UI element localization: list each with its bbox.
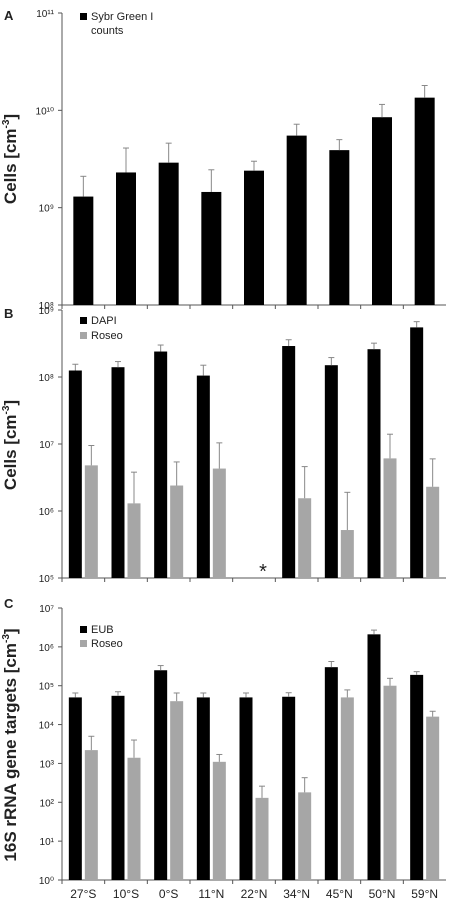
panel-b-bar-roseo-3 (212, 468, 226, 578)
panel-c-bar-roseo-2 (170, 701, 184, 880)
panel-c-y-tick-label: 10¹ (40, 837, 55, 848)
panel-c-bar-eub-0 (68, 697, 82, 880)
panel-c-bar-eub-5 (282, 696, 296, 880)
chart-marks: 10⁸10⁹10¹⁰10¹¹10⁵10⁶10⁷10⁸10⁹10⁰10¹10²10… (36, 9, 446, 901)
panel-c-y-tick-label: 10⁵ (39, 682, 54, 693)
panel-b-bar-dapi-0 (68, 370, 82, 578)
panel-a-bar-sybr-green-i-counts-2 (158, 162, 179, 305)
panel-b-bar-dapi-1 (111, 367, 125, 578)
panel-a-bar-sybr-green-i-counts-8 (414, 97, 435, 305)
panel-b-asterisk: * (259, 561, 267, 583)
panel-b-bar-dapi-2 (154, 351, 168, 578)
panel-b-bar-dapi-7 (367, 349, 381, 578)
panel-c-y-tick-label: 10⁶ (39, 643, 54, 654)
panel-b-y-tick-label: 10⁵ (39, 574, 54, 585)
panel-c-y-tick-label: 10⁷ (39, 604, 54, 615)
panel-c-y-tick-label: 10⁴ (39, 721, 54, 732)
panel-a-y-tick-label: 10¹¹ (36, 9, 54, 20)
panel-c-bar-eub-8 (410, 674, 424, 880)
panel-a-bar-sybr-green-i-counts-3 (201, 191, 222, 305)
panel-c-bar-eub-4 (239, 697, 253, 880)
panel-c-ylabel: 16S rRNA gene targets [cm-3] (1, 628, 20, 861)
x-tick-label-3: 11°N (198, 887, 224, 901)
panel-c-bar-eub-7 (367, 634, 381, 880)
panel-c-letter: C (4, 596, 14, 611)
panel-a-bar-sybr-green-i-counts-7 (372, 117, 392, 306)
panel-b-bar-roseo-6 (340, 530, 354, 578)
panel-c-bar-roseo-5 (298, 792, 312, 880)
x-tick-label-1: 10°S (113, 887, 139, 901)
panel-b-bar-roseo-1 (127, 503, 141, 578)
panel-b-bar-roseo-7 (383, 458, 397, 578)
panel-c-y-tick-label: 10² (40, 798, 55, 809)
panel-b-bar-roseo-0 (84, 465, 98, 578)
panel-c-bar-eub-1 (111, 695, 125, 880)
x-tick-label-5: 34°N (283, 887, 310, 901)
x-tick-label-6: 45°N (326, 887, 353, 901)
panel-c-y-tick-label: 10³ (40, 759, 55, 770)
panel-b-y-tick-label: 10⁶ (39, 507, 54, 518)
panel-b-bar-dapi-5 (282, 346, 296, 578)
panel-c-bar-eub-2 (154, 670, 168, 880)
panel-c-bar-roseo-6 (340, 697, 354, 880)
panel-b-legend-swatch-roseo (80, 332, 87, 339)
panel-c-bar-roseo-1 (127, 757, 141, 880)
panel-a-y-tick-label: 10⁸ (39, 301, 54, 312)
panel-c-bar-roseo-4 (255, 797, 269, 880)
panel-a-bar-sybr-green-i-counts-1 (116, 172, 136, 305)
x-tick-label-4: 22°N (241, 887, 268, 901)
panel-b-y-tick-label: 10⁷ (39, 440, 54, 451)
panel-c-bar-eub-6 (324, 667, 338, 880)
panel-a-y-tick-label: 10¹⁰ (36, 106, 54, 117)
panel-a-bar-sybr-green-i-counts-0 (73, 196, 94, 305)
panel-c-bar-eub-3 (196, 697, 210, 880)
panel-b-legend-swatch-dapi (80, 317, 87, 324)
panel-b-legend-label-dapi: DAPI (91, 315, 117, 327)
panel-b-y-tick-label: 10⁸ (39, 373, 54, 384)
panel-a-legend-swatch (80, 13, 87, 20)
panel-b-bar-dapi-3 (196, 375, 210, 578)
panel-b-ylabel: Cells [cm-3] (1, 400, 20, 490)
panel-a-bar-sybr-green-i-counts-5 (286, 135, 307, 305)
panel-b-bar-roseo-8 (426, 486, 440, 578)
panel-a-legend-label-1: Sybr Green I (91, 11, 153, 23)
panel-a-bar-sybr-green-i-counts-6 (329, 150, 350, 305)
panel-a-bar-sybr-green-i-counts-4 (244, 170, 264, 305)
panel-c-legend-swatch-eub (80, 626, 87, 633)
panel-b-bar-roseo-5 (298, 498, 312, 578)
panel-b-bar-roseo-2 (170, 485, 184, 578)
panel-b-legend-label-roseo: Roseo (91, 330, 123, 342)
panel-b-y-tick-label: 10⁹ (39, 306, 54, 317)
panel-c-legend-swatch-roseo (80, 640, 87, 647)
panel-c-y-tick-label: 10⁰ (39, 876, 54, 887)
x-tick-label-0: 27°S (70, 887, 96, 901)
panel-a-y-tick-label: 10⁹ (39, 204, 54, 215)
panel-b-letter: B (4, 306, 13, 321)
x-tick-label-8: 59°N (411, 887, 438, 901)
panel-b-bar-dapi-6 (324, 365, 338, 578)
panel-c-legend-label-eub: EUB (91, 624, 114, 636)
x-tick-label-2: 0°S (159, 887, 178, 901)
panel-c-bar-roseo-3 (212, 761, 226, 880)
panel-b-bar-dapi-8 (410, 327, 424, 578)
panel-c-bar-roseo-8 (426, 716, 440, 880)
x-tick-label-7: 50°N (369, 887, 396, 901)
panel-c-legend-label-roseo: Roseo (91, 638, 123, 650)
panel-a-letter: A (4, 8, 14, 23)
panel-a-legend-label-2: counts (91, 25, 124, 37)
panel-a-ylabel: Cells [cm-3] (1, 114, 20, 204)
panel-c-bar-roseo-0 (84, 750, 98, 880)
panel-c-bar-roseo-7 (383, 685, 397, 880)
